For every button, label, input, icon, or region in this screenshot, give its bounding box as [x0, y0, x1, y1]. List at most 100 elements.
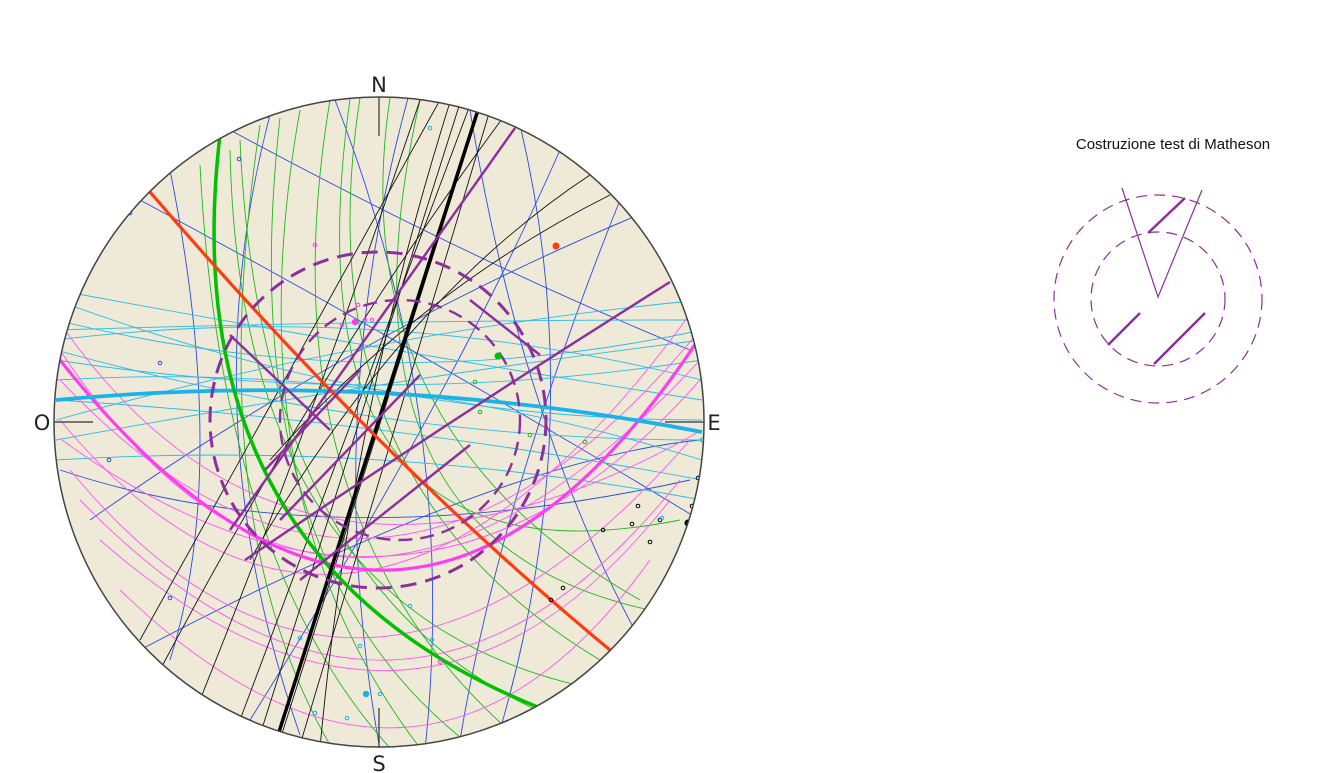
pole — [437, 659, 443, 665]
legend-segment — [1147, 197, 1186, 234]
black-arc — [239, 104, 471, 721]
red-main-plane — [148, 190, 612, 652]
blue-arc — [355, 97, 409, 747]
purple-plane — [229, 127, 516, 531]
pole — [629, 521, 635, 527]
pole — [377, 691, 383, 697]
legend-v-lines — [1121, 187, 1203, 299]
blue-arc — [499, 124, 552, 731]
magenta-pole — [351, 318, 359, 326]
pole-points — [351, 242, 692, 698]
blue-arc — [169, 169, 201, 661]
cyan-main-plane — [55, 388, 703, 434]
cyan-arc — [55, 299, 703, 421]
pole — [355, 302, 361, 308]
pole — [236, 156, 242, 162]
pole — [312, 242, 318, 248]
black-arc — [319, 101, 451, 747]
cyan-pole — [362, 690, 370, 698]
cyan-arc — [55, 319, 703, 364]
purple-plane — [279, 374, 421, 521]
green-arc — [396, 99, 651, 611]
pole — [429, 637, 435, 643]
green-arc — [314, 99, 521, 741]
green-pole — [494, 352, 502, 360]
blue-arc — [469, 109, 641, 641]
pole — [582, 439, 588, 445]
pole — [344, 715, 350, 721]
cyan-arc — [55, 376, 703, 461]
magenta-arc — [79, 479, 681, 661]
pole — [407, 603, 413, 609]
pole — [357, 643, 363, 649]
blue-arc — [139, 439, 701, 651]
magenta-arc — [99, 499, 671, 672]
pole — [369, 317, 375, 323]
purple-plane — [244, 280, 671, 561]
cardinal-ticks — [54, 97, 704, 747]
pole — [647, 539, 653, 545]
magenta-arc — [61, 379, 701, 558]
green-arc — [382, 97, 641, 601]
green-arc — [349, 97, 601, 661]
blue-arc — [459, 199, 621, 741]
cyan-arc — [55, 399, 703, 481]
legend-title: Costruzione test di Matheson — [1076, 136, 1270, 153]
small-poles — [106, 113, 704, 721]
east-label: E — [707, 411, 720, 435]
pole — [362, 317, 368, 323]
north-label: N — [371, 73, 387, 97]
black-main-plane — [276, 109, 480, 736]
pole — [312, 710, 318, 716]
legend-inner-dashed-circle — [1090, 231, 1226, 367]
blue-arc — [229, 129, 691, 351]
net-outline — [53, 96, 705, 748]
pole — [427, 125, 433, 131]
green-arc — [339, 98, 681, 532]
purple-plane — [469, 299, 541, 356]
legend-outer-dashed-circle — [1053, 194, 1263, 404]
pole — [635, 503, 641, 509]
green-main-plane — [212, 134, 541, 710]
blue-arc — [59, 469, 691, 519]
purple-plane — [299, 444, 471, 581]
legend-segment — [1153, 312, 1206, 365]
pole — [106, 457, 112, 463]
green-great-circles — [199, 97, 681, 747]
pole — [339, 322, 345, 328]
pole — [472, 379, 478, 385]
blue-arc — [249, 149, 561, 721]
matheson-outer-circle — [208, 250, 548, 590]
pole — [527, 432, 533, 438]
pole — [548, 597, 554, 603]
magenta-main-plane — [58, 339, 700, 572]
legend-segment — [1107, 312, 1141, 346]
green-arc — [229, 149, 601, 691]
pole — [560, 585, 566, 591]
pole — [167, 595, 173, 601]
purple-plane — [229, 334, 331, 431]
matheson-inner-circle — [278, 298, 522, 542]
west-label: O — [34, 411, 51, 435]
blue-arc — [235, 114, 301, 736]
black-arc — [249, 174, 591, 561]
black-arc — [199, 99, 421, 701]
magenta-arc — [64, 329, 703, 525]
pole — [477, 409, 483, 415]
magenta-arc — [119, 559, 651, 729]
purple-plane — [264, 369, 361, 471]
matheson-legend: Costruzione test di Matheson — [1053, 136, 1270, 404]
pole — [157, 360, 163, 366]
red-pole — [552, 242, 560, 250]
pole — [659, 515, 665, 521]
blue-arc — [139, 199, 701, 521]
magenta-arc — [69, 439, 691, 639]
south-label: S — [372, 752, 385, 773]
matheson-construction — [208, 127, 671, 590]
green-arc — [199, 164, 391, 747]
stereonet: N S O E — [34, 73, 721, 773]
pole — [600, 527, 606, 533]
blue-great-circles — [59, 97, 701, 747]
pole — [297, 635, 303, 641]
